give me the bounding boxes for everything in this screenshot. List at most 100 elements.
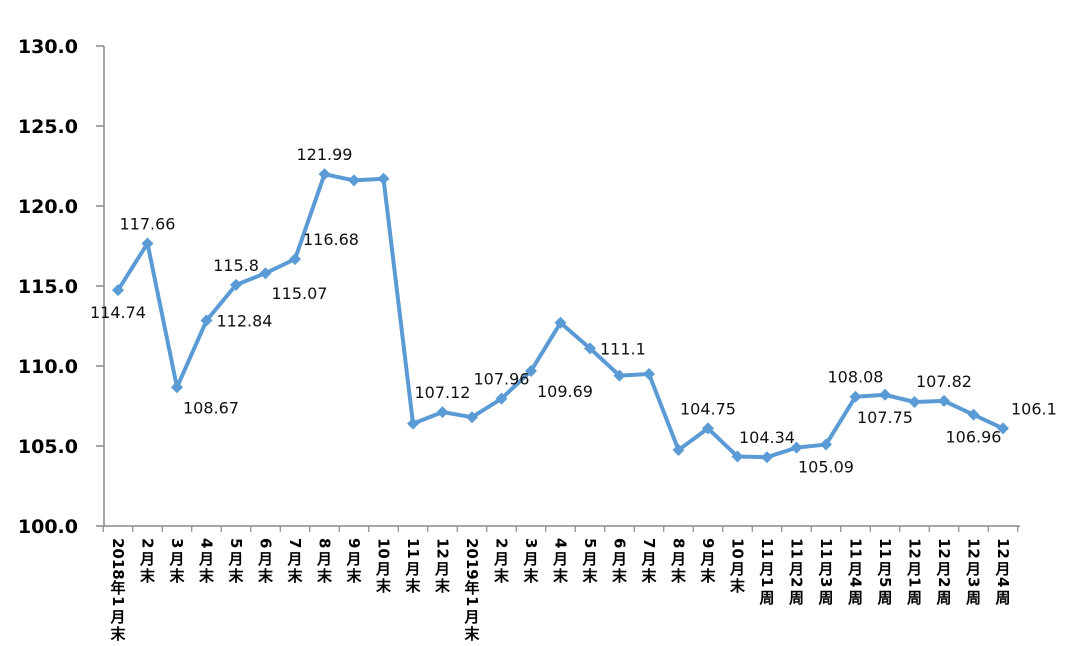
x-tick-label-part: 4 <box>198 538 216 548</box>
x-tick-label-part: 月 <box>876 560 892 578</box>
x-tick-label-part: 周 <box>995 589 1010 607</box>
x-tick-label-part: 12 <box>434 538 452 559</box>
x-tick-label-part: 末 <box>464 625 480 643</box>
y-tick-label: 125.0 <box>18 116 78 138</box>
x-tick-label-part: 2019 <box>463 538 481 580</box>
x-tick-label-part: 月 <box>109 608 125 626</box>
x-tick-label-part: 周 <box>877 589 892 607</box>
x-tick-label-part: 11 <box>758 538 776 559</box>
y-tick-label: 120.0 <box>18 196 78 218</box>
data-label: 107.75 <box>857 408 913 427</box>
x-tick-label-part: 12 <box>965 538 983 559</box>
x-tick-label-part: 12 <box>906 538 924 559</box>
data-point <box>702 422 714 435</box>
data-label: 117.66 <box>120 214 176 233</box>
x-tick-label-part: 月 <box>788 560 804 578</box>
data-label: 121.99 <box>297 145 353 164</box>
x-tick-label-part: 9 <box>345 538 363 548</box>
data-label: 104.34 <box>739 428 795 447</box>
x-tick-label-part: 末 <box>376 577 392 595</box>
x-tick-label-part: 月 <box>463 608 479 626</box>
data-label: 104.75 <box>680 399 736 418</box>
data-point <box>230 278 242 291</box>
data-points <box>112 168 1009 464</box>
data-point <box>820 438 832 451</box>
data-point <box>997 422 1009 435</box>
data-label: 108.08 <box>828 368 884 387</box>
data-labels: 114.74 117.66 108.67 112.84 115.8 115.07 116.6… <box>90 145 1057 476</box>
x-tick-label-part: 8 <box>670 538 688 548</box>
x-tick-label-part: 月 <box>581 550 597 568</box>
x-tick-label-part: 周 <box>966 589 981 607</box>
x-tick-label-part: 月 <box>640 550 656 568</box>
data-point <box>731 450 744 463</box>
x-tick-label-part: 3 <box>817 577 835 587</box>
data-point <box>879 388 891 401</box>
y-tick-label: 115.0 <box>18 276 78 298</box>
x-tick-label-part: 月 <box>935 560 951 578</box>
x-tick-label-part: 5 <box>581 538 599 548</box>
x-tick-label-part: 周 <box>936 589 951 607</box>
x-tick-label-part: 4 <box>994 577 1012 587</box>
data-point <box>613 369 626 382</box>
x-tick-label-part: 月 <box>552 550 568 568</box>
x-tick-label-part: 月 <box>404 560 420 578</box>
x-tick-label-part: 月 <box>611 550 627 568</box>
x-tick-label-part: 3 <box>522 538 540 548</box>
x-tick-label-part: 3 <box>168 538 186 548</box>
y-tick-label: 105.0 <box>18 436 78 458</box>
y-tick-label: 110.0 <box>18 356 78 378</box>
data-label: 107.96 <box>474 370 530 389</box>
x-tick-label-part: 6 <box>611 538 629 548</box>
x-tick-label-part: 末 <box>228 567 244 585</box>
x-tick-label-part: 7 <box>286 538 304 548</box>
data-point <box>407 417 419 430</box>
x-tick-label-part: 11 <box>404 538 422 559</box>
x-tick-label-part: 2018 <box>109 538 127 580</box>
x-tick-label-part: 4 <box>552 538 570 548</box>
x-tick-label-part: 月 <box>699 550 715 568</box>
axes <box>96 45 1020 532</box>
x-tick-label-part: 末 <box>287 567 303 585</box>
x-tick-label-part: 年 <box>110 579 125 597</box>
x-tick-label-part: 2 <box>139 538 157 548</box>
x-tick-label-part: 月 <box>286 550 302 568</box>
data-point <box>525 364 537 377</box>
data-label: 115.07 <box>272 284 328 303</box>
data-point <box>938 394 950 407</box>
x-tick-label-part: 8 <box>316 538 334 548</box>
x-tick-label-part: 月 <box>434 560 450 578</box>
data-label: 106.96 <box>946 428 1002 447</box>
x-tick-label-part: 3 <box>965 577 983 587</box>
data-point <box>495 392 508 405</box>
x-tick-label-part: 月 <box>227 550 243 568</box>
data-point <box>849 390 862 403</box>
x-tick-label-part: 2 <box>493 538 511 548</box>
y-tick-label: 130.0 <box>18 36 78 58</box>
data-point <box>761 451 773 464</box>
x-tick-label-part: 1 <box>758 577 776 587</box>
data-point <box>908 396 921 408</box>
x-tick-label-part: 月 <box>316 550 332 568</box>
x-tick-label-part: 末 <box>435 577 451 595</box>
x-tick-label-part: 末 <box>671 567 687 585</box>
x-tick-label-part: 末 <box>582 567 598 585</box>
x-tick-label-part: 1 <box>906 577 924 587</box>
x-tick-label-part: 末 <box>199 567 215 585</box>
data-label: 112.84 <box>217 312 273 331</box>
x-tick-label-part: 末 <box>140 567 156 585</box>
data-label: 107.82 <box>916 372 972 391</box>
x-tick-label-part: 年 <box>464 579 479 597</box>
x-tick-label-part: 2 <box>788 577 806 587</box>
data-point <box>466 411 478 424</box>
data-point <box>554 316 567 329</box>
x-tick-label-part: 末 <box>110 625 126 643</box>
x-tick-label-part: 末 <box>346 567 362 585</box>
x-tick-label-part: 周 <box>759 589 774 607</box>
x-tick-label-part: 4 <box>847 577 865 587</box>
x-tick-label-part: 月 <box>994 560 1010 578</box>
x-tick-label-part: 月 <box>168 550 184 568</box>
x-tick-label-part: 末 <box>494 567 510 585</box>
x-tick-label-part: 月 <box>345 550 361 568</box>
x-tick-label-part: 10 <box>375 538 393 559</box>
